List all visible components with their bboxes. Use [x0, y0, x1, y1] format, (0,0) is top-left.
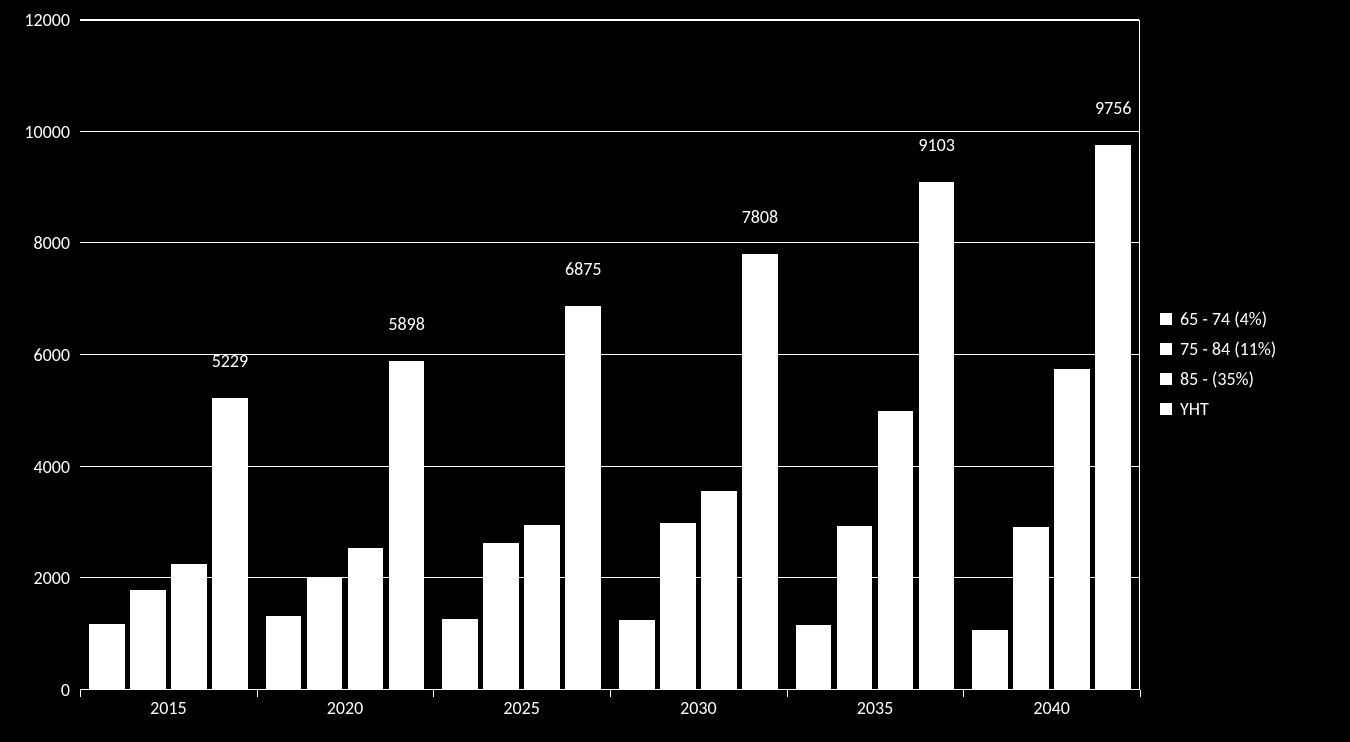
chart-container: 0 2000 4000 6000 8000 10000 12000 2015 5229 2020 5…	[0, 0, 1350, 742]
gridline: 10000	[80, 131, 1139, 132]
bar	[701, 491, 737, 690]
x-axis-label: 2020	[327, 697, 364, 719]
bar	[1095, 145, 1131, 690]
bar	[483, 543, 519, 690]
bar	[89, 624, 125, 690]
bar	[389, 361, 425, 690]
bar-value-label: 7808	[742, 206, 779, 228]
plot-area: 0200040006000800010000120002015522920205…	[80, 20, 1140, 690]
y-axis-label: 4000	[34, 456, 81, 478]
bar	[524, 525, 560, 690]
legend-swatch	[1160, 373, 1172, 385]
y-axis-label: 8000	[34, 232, 81, 254]
bar	[348, 548, 384, 690]
bar	[796, 625, 832, 690]
bar-value-label: 9756	[1095, 97, 1132, 119]
x-axis-label: 2025	[503, 697, 540, 719]
y-axis-label: 6000	[34, 344, 81, 366]
bar-value-label: 5229	[212, 350, 249, 372]
legend-item: 75 - 84 (11%)	[1160, 338, 1330, 360]
legend-item: 65 - 74 (4%)	[1160, 308, 1330, 330]
legend-swatch	[1160, 313, 1172, 325]
legend-label: 75 - 84 (11%)	[1180, 338, 1276, 360]
bar	[212, 398, 248, 690]
bar-value-label: 6875	[565, 258, 602, 280]
x-axis-label: 2040	[1033, 697, 1070, 719]
bar	[660, 523, 696, 691]
bar-value-label: 9103	[918, 134, 955, 156]
legend: 65 - 74 (4%) 75 - 84 (11%) 85 - (35%) YHT	[1160, 300, 1330, 428]
bar	[130, 590, 166, 690]
bar	[171, 564, 207, 690]
x-tick	[787, 690, 788, 697]
bar	[972, 630, 1008, 690]
x-tick	[1140, 690, 1141, 697]
bar	[919, 182, 955, 690]
legend-swatch	[1160, 343, 1172, 355]
y-axis-label: 0	[61, 679, 80, 701]
x-tick	[963, 690, 964, 697]
bar	[1054, 369, 1090, 690]
x-tick	[610, 690, 611, 697]
legend-label: YHT	[1180, 398, 1209, 420]
y-axis-label: 12000	[24, 9, 80, 31]
y-axis-label: 10000	[24, 121, 80, 143]
bar-value-label: 5898	[388, 313, 425, 335]
bar	[742, 254, 778, 690]
bar	[878, 411, 914, 690]
x-tick	[433, 690, 434, 697]
gridline: 8000	[80, 242, 1139, 243]
legend-swatch	[1160, 403, 1172, 415]
legend-item: 85 - (35%)	[1160, 368, 1330, 390]
bar	[307, 577, 343, 690]
x-tick	[80, 690, 81, 697]
gridline: 12000	[80, 19, 1139, 20]
legend-label: 65 - 74 (4%)	[1180, 308, 1267, 330]
x-axis-label: 2015	[150, 697, 187, 719]
bar	[619, 620, 655, 690]
x-axis-label: 2030	[680, 697, 717, 719]
bar	[837, 526, 873, 690]
y-axis-label: 2000	[34, 567, 81, 589]
bar	[565, 306, 601, 690]
legend-item: YHT	[1160, 398, 1330, 420]
bar	[442, 619, 478, 690]
x-axis-label: 2035	[857, 697, 894, 719]
legend-label: 85 - (35%)	[1180, 368, 1254, 390]
x-tick	[257, 690, 258, 697]
bar	[1013, 527, 1049, 690]
bar	[266, 616, 302, 690]
